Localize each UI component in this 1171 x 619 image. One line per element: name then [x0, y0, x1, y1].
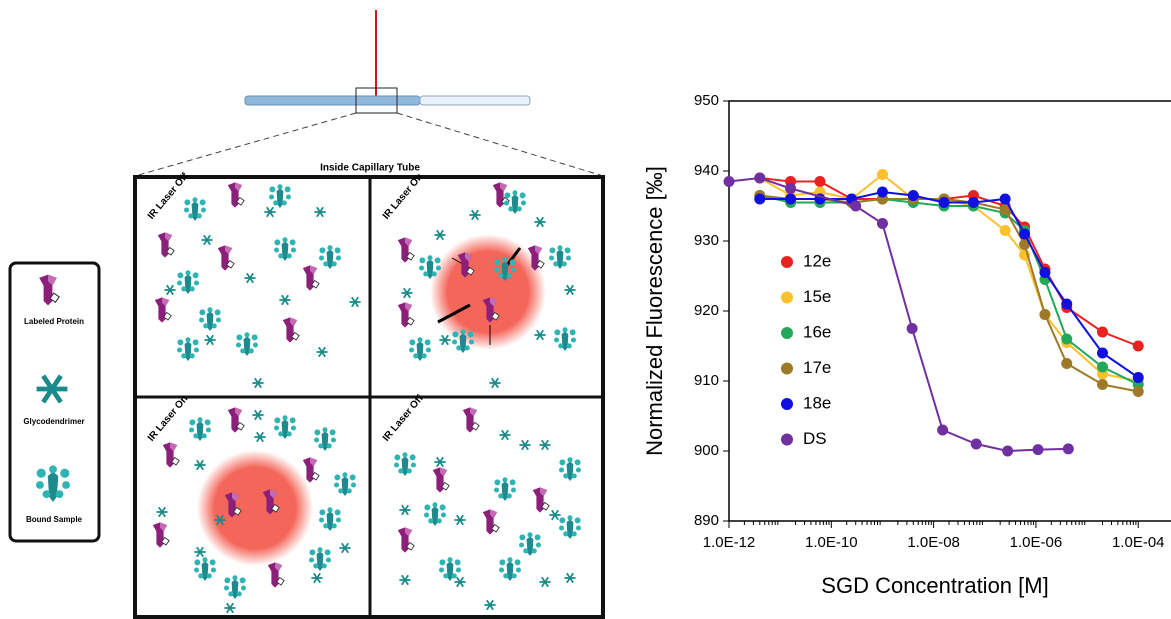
data-point: [1019, 228, 1031, 240]
legend-label: 16e: [803, 322, 831, 341]
zoom-line: [134, 112, 357, 177]
data-point: [999, 204, 1011, 215]
legend-label: 17e: [803, 358, 831, 377]
data-point: [876, 186, 888, 198]
legend-label: Glycodendrimer: [23, 417, 84, 426]
legend-label: Labeled Protein: [24, 317, 84, 326]
x-tick-label: 1.0E-12: [703, 534, 756, 551]
data-point: [1019, 239, 1031, 250]
data-point: [754, 172, 766, 184]
zoom-box: [355, 87, 398, 114]
heat-spot: [430, 234, 546, 350]
legend-label: DS: [803, 429, 827, 448]
data-point: [1032, 444, 1044, 456]
y-axis-label: Normalized Fluorescence [‰]: [642, 166, 667, 456]
data-point: [754, 193, 766, 205]
capillary: [244, 95, 421, 106]
data-point: [907, 190, 919, 201]
capillary: [419, 95, 531, 106]
legend-marker: [781, 398, 793, 410]
data-point: [1096, 379, 1108, 390]
data-point: [1096, 361, 1108, 373]
y-tick-label: 940: [694, 162, 719, 179]
data-point: [1061, 358, 1073, 369]
legend-label: 18e: [803, 393, 831, 412]
legend-label: Bound Sample: [26, 515, 83, 524]
x-tick-label: 1.0E-10: [805, 534, 858, 551]
y-tick-label: 900: [694, 442, 719, 459]
data-point: [970, 438, 982, 450]
diagram-title: Inside Capillary Tube: [320, 163, 420, 174]
y-tick-label: 920: [694, 302, 719, 319]
y-tick-label: 910: [694, 372, 719, 389]
data-point: [1096, 326, 1108, 338]
data-point: [850, 200, 862, 212]
data-point: [1002, 445, 1014, 457]
data-point: [785, 183, 797, 194]
chart: Normalized Fluorescence [‰] SGD Concentr…: [642, 92, 1171, 598]
y-tick-label: 930: [694, 232, 719, 249]
y-tick-label: 950: [694, 92, 719, 109]
data-point: [938, 197, 950, 208]
data-point: [906, 323, 918, 334]
x-axis-label: SGD Concentration [M]: [821, 573, 1048, 598]
y-tick-label: 890: [694, 512, 719, 529]
data-point: [1061, 333, 1073, 345]
data-point: [967, 197, 979, 208]
legend-box: [8, 261, 101, 543]
data-point: [999, 225, 1011, 236]
data-point: [1061, 298, 1073, 310]
zoom-line: [396, 112, 604, 177]
data-point: [1039, 309, 1051, 320]
data-point: [876, 218, 888, 229]
data-point: [1039, 267, 1051, 278]
data-point: [876, 169, 888, 180]
x-tick-label: 1.0E-08: [907, 534, 960, 551]
plot-frame: [728, 100, 1171, 522]
legend-marker: [781, 291, 793, 304]
legend-label: 15e: [803, 287, 831, 306]
data-point: [999, 193, 1011, 205]
data-point: [1132, 372, 1144, 383]
data-point: [1062, 443, 1074, 455]
data-point: [937, 424, 949, 436]
data-point: [1096, 347, 1108, 359]
data-point: [723, 176, 735, 187]
heat-spot: [197, 450, 313, 566]
data-point: [814, 176, 826, 187]
x-tick-label: 1.0E-06: [1010, 534, 1063, 551]
x-tick-label: 1.0E-04: [1112, 534, 1165, 551]
data-point: [1132, 340, 1144, 352]
legend-marker: [781, 362, 793, 375]
data-point: [1132, 386, 1144, 397]
legend-marker: [781, 256, 793, 268]
legend-marker: [781, 327, 793, 339]
legend-marker: [781, 433, 793, 446]
legend-label: 12e: [803, 251, 831, 270]
data-point: [785, 193, 797, 205]
diagram: Inside Capillary Tube IR Laser Off IR La…: [8, 10, 605, 619]
